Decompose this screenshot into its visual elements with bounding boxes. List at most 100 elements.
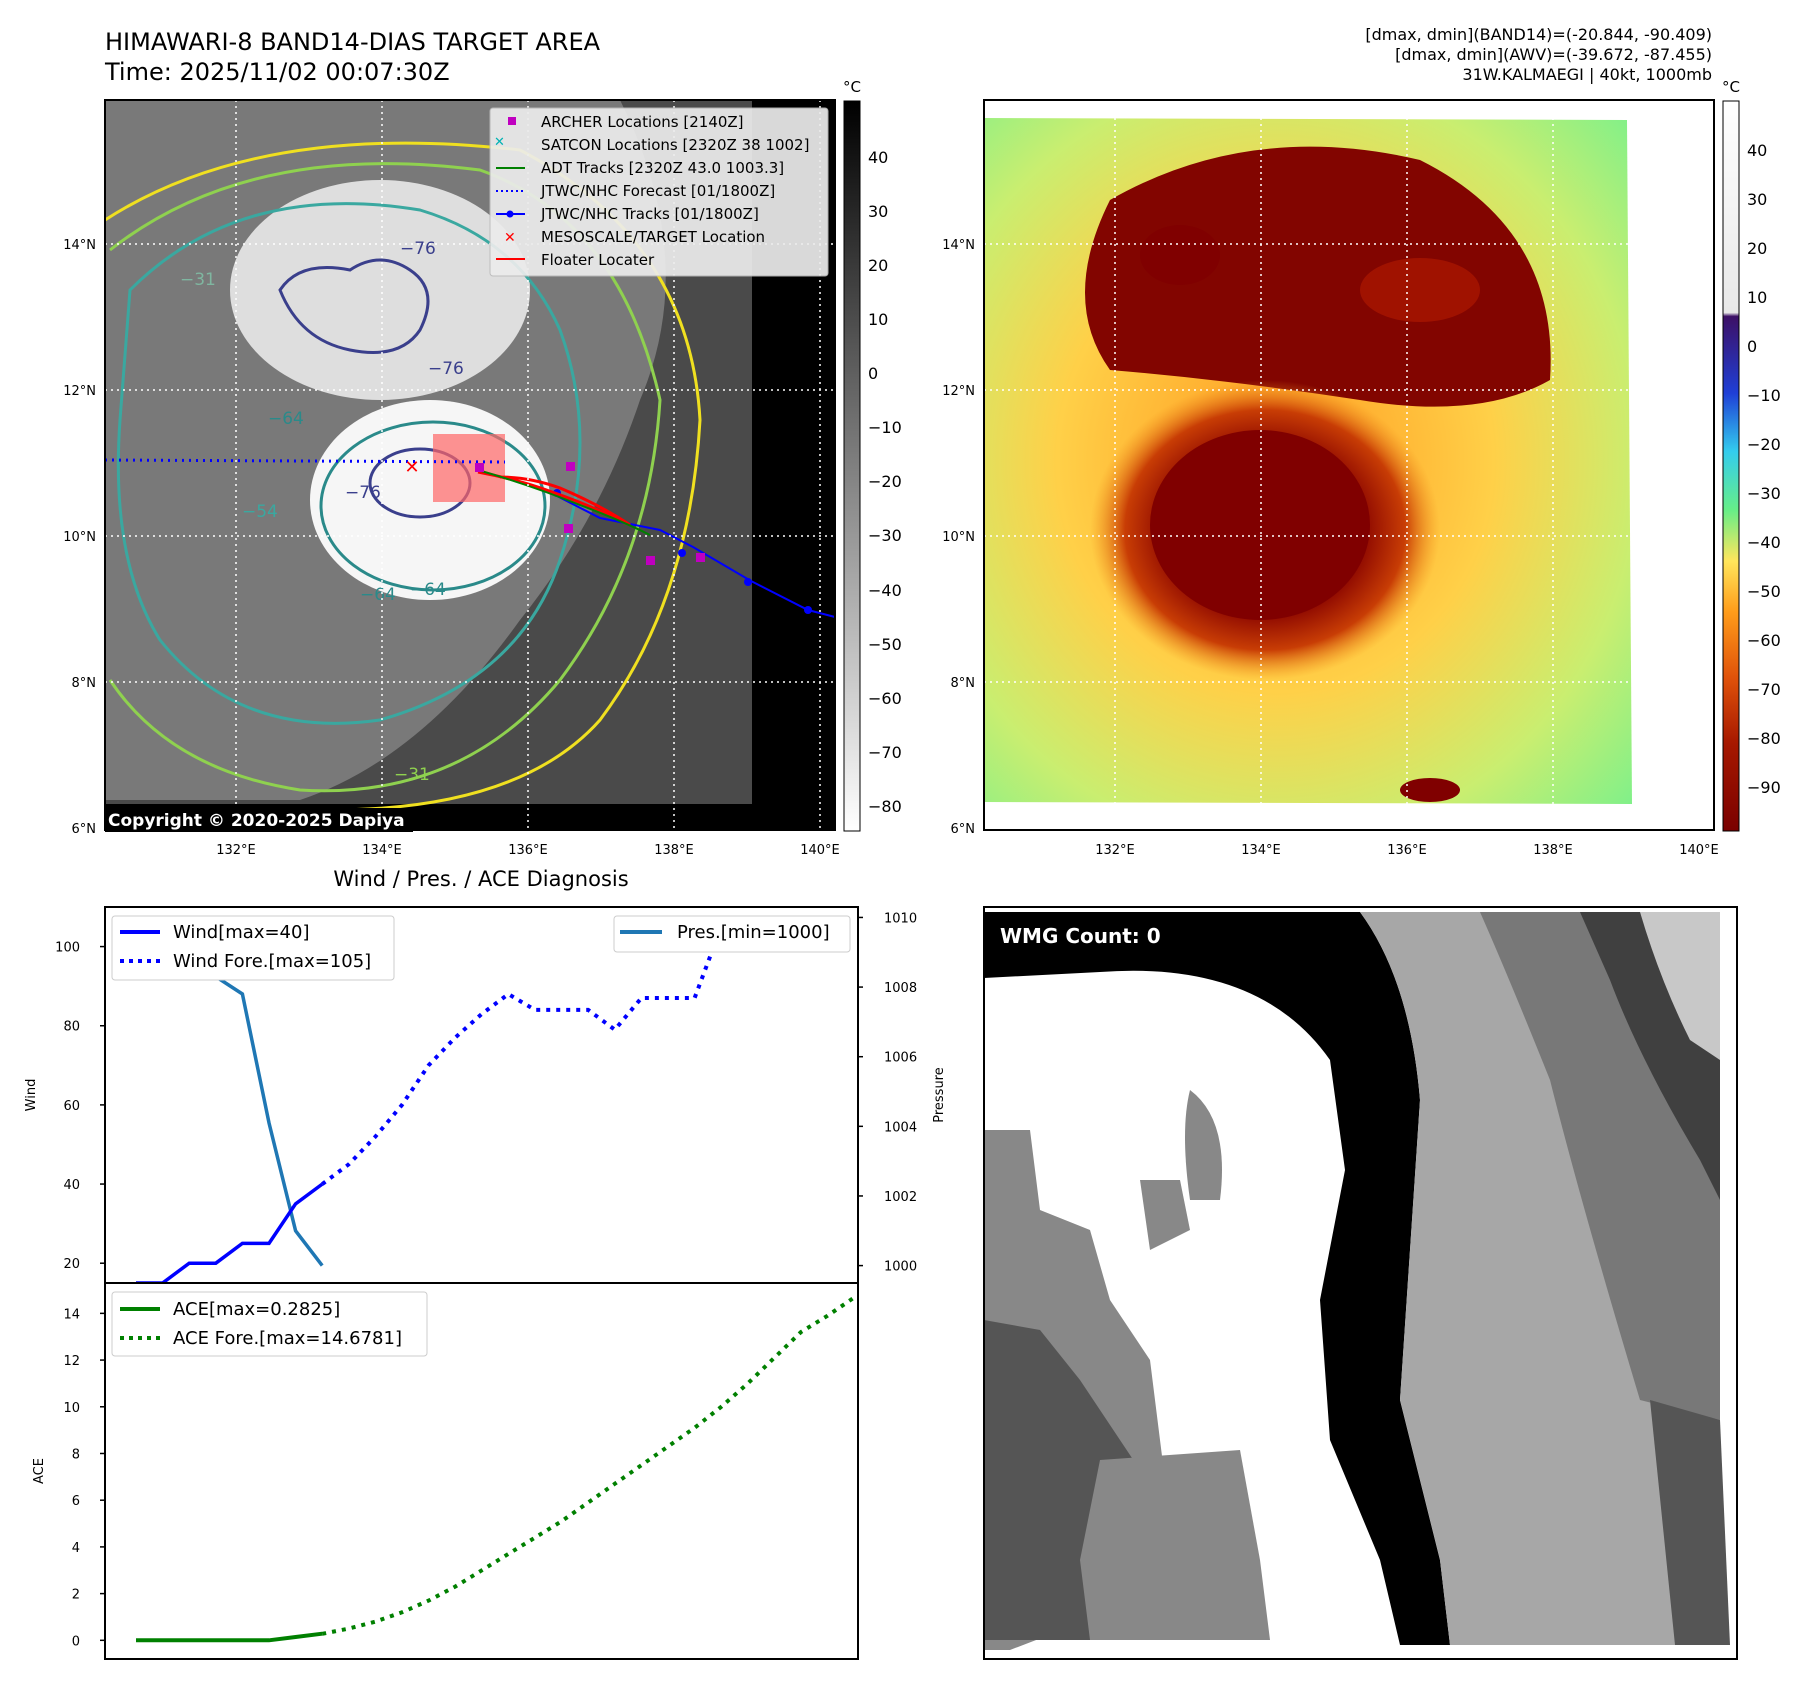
ace-series-group — [136, 1295, 856, 1643]
ace-tick: 4 — [72, 1541, 80, 1556]
cbar-tick: 40 — [1747, 141, 1767, 160]
diagnosis-title: Wind / Pres. / ACE Diagnosis — [333, 867, 628, 891]
pressure-tick: 1002 — [884, 1190, 917, 1205]
pressure-tick: 1010 — [884, 911, 917, 926]
cbar-tick: −10 — [1747, 386, 1781, 405]
cbar-tick: 20 — [1747, 239, 1767, 258]
wind-forecast-line — [321, 926, 724, 1186]
lat-tick: 14°N — [942, 238, 975, 253]
legend-mesoscale-symbol: ✕ — [504, 230, 516, 246]
wind-tick: 60 — [63, 1099, 80, 1114]
legend-archer-symbol — [508, 117, 516, 125]
contour-label: −76 — [345, 483, 381, 503]
ir-lon-ticks: 132°E 134°E 136°E 138°E 140°E — [216, 843, 840, 858]
legend-archer: ARCHER Locations [2140Z] — [541, 113, 744, 131]
cbar-tick: −60 — [1747, 631, 1781, 650]
wind-legend-box — [111, 915, 395, 981]
archer-points — [475, 462, 705, 565]
awv-dry-cell — [1400, 778, 1460, 802]
lat-tick: 12°N — [942, 384, 975, 399]
legend-satcon-symbol: ✕ — [494, 135, 505, 150]
lon-tick: 134°E — [362, 843, 402, 858]
cbar-tick: 30 — [1747, 190, 1767, 209]
ir-contour-minus54 — [116, 202, 582, 725]
wind-tick: 40 — [63, 1178, 80, 1193]
contour-label: −54 — [242, 502, 278, 522]
copyright-text: Copyright © 2020-2025 Dapiya — [108, 811, 405, 831]
wmg-frame — [983, 906, 1738, 1660]
cbar-tick: −40 — [868, 581, 902, 600]
legend-adt: ADT Tracks [2320Z 43.0 1003.3] — [541, 159, 784, 177]
cbar-tick: 20 — [868, 256, 888, 275]
contour-label: −64 — [268, 409, 304, 429]
legend-wind: Wind[max=40] — [173, 922, 310, 943]
wmg-region-pale — [1640, 912, 1720, 1060]
wmg-region-darkgray — [1650, 1400, 1730, 1645]
ace-panel: ACE 14 12 10 8 6 4 2 0 ACE[max=0.2825] ACE Fore… — [32, 1282, 859, 1660]
ace-tick: 14 — [63, 1307, 80, 1322]
ir-lat-ticks: 14°N 12°N 10°N 8°N 6°N — [63, 238, 96, 837]
legend-tracks: JTWC/NHC Tracks [01/1800Z] — [540, 205, 759, 223]
ir-contour-minus31-outer — [108, 162, 662, 793]
cbar-tick: −30 — [1747, 484, 1781, 503]
awv-colorbar — [1722, 100, 1740, 832]
cbar-tick: −50 — [1747, 582, 1781, 601]
wmg-panel: WMG Count: 0 — [983, 906, 1738, 1660]
cbar-tick: −20 — [1747, 435, 1781, 454]
ir-northern-cloud-mass — [230, 180, 530, 400]
contour-label: −64 — [360, 585, 396, 605]
lon-tick: 132°E — [1095, 843, 1135, 858]
awv-colorbar-ticks: 40 30 20 10 0 −10 −20 −30 −40 −50 −60 −7… — [1747, 141, 1781, 797]
awv-dry-cell — [1140, 225, 1220, 285]
lon-tick: 140°E — [1679, 843, 1719, 858]
wind-tick: 20 — [63, 1257, 80, 1272]
lat-tick: 10°N — [942, 530, 975, 545]
cbar-tick: −90 — [1747, 778, 1781, 797]
lon-tick: 132°E — [216, 843, 256, 858]
lon-tick: 136°E — [508, 843, 548, 858]
stats-awv: [dmax, dmin](AWV)=(-39.672, -87.455) — [1395, 45, 1712, 64]
wmg-region-gray — [1140, 1180, 1190, 1250]
cbar-tick: 40 — [868, 148, 888, 167]
cbar-tick: −60 — [868, 689, 902, 708]
legend-ace: ACE[max=0.2825] — [173, 1299, 340, 1320]
wind-tick: 80 — [63, 1020, 80, 1035]
lat-tick: 12°N — [63, 384, 96, 399]
awv-storm-core — [1150, 430, 1370, 620]
pressure-legend-box — [613, 915, 851, 953]
awv-lon-ticks: 132°E 134°E 136°E 138°E 140°E — [1095, 843, 1719, 858]
copyright-box — [105, 808, 413, 832]
ace-forecast-line — [321, 1295, 856, 1636]
ace-line — [136, 1631, 323, 1643]
wmg-region-gray — [1185, 1090, 1222, 1200]
awv-colorbar-unit: °C — [1722, 78, 1740, 96]
awv-northern-dry-core — [1085, 146, 1551, 407]
wmg-region-gray — [1080, 1450, 1270, 1640]
lon-tick: 134°E — [1241, 843, 1281, 858]
cbar-tick: 0 — [868, 364, 878, 383]
lon-tick: 140°E — [800, 843, 840, 858]
ace-tick: 6 — [72, 1494, 80, 1509]
wind-line — [136, 1182, 324, 1283]
ace-tick: 0 — [72, 1634, 80, 1649]
lat-tick: 6°N — [951, 822, 976, 837]
awv-map-frame — [983, 99, 1715, 831]
legend-ace-fore: ACE Fore.[max=14.6781] — [173, 1328, 402, 1349]
ace-tick: 2 — [72, 1588, 80, 1603]
ir-colorbar-ticks: 40 30 20 10 0 −10 −20 −30 −40 −50 −60 −7… — [868, 148, 902, 816]
ir-contour-minus64 — [319, 420, 547, 592]
wmg-region-black — [984, 912, 1450, 1645]
cbar-tick: −70 — [868, 743, 902, 762]
cbar-tick: −20 — [868, 472, 902, 491]
contour-label: −76 — [400, 239, 436, 259]
cbar-tick: 30 — [868, 202, 888, 221]
lat-tick: 6°N — [72, 822, 97, 837]
ir-map-frame — [104, 99, 836, 831]
legend-wind-fore: Wind Fore.[max=105] — [173, 951, 371, 972]
ace-tick: 10 — [63, 1401, 80, 1416]
figure-time: Time: 2025/11/02 00:07:30Z — [104, 58, 450, 86]
wind-tick: 100 — [55, 941, 80, 956]
pressure-tick: 1004 — [884, 1120, 917, 1135]
